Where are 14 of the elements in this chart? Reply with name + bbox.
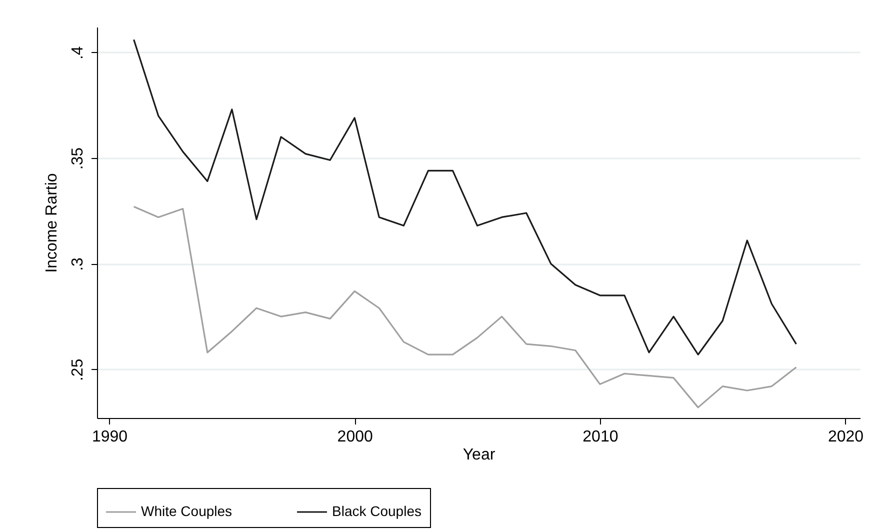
x-axis-title: Year bbox=[462, 446, 496, 464]
legend-label: Black Couples bbox=[332, 503, 422, 519]
y-tick-label: .35 bbox=[70, 147, 86, 170]
y-tick-label: .4 bbox=[70, 46, 86, 60]
y-tick-label: .3 bbox=[70, 257, 86, 271]
line-series bbox=[133, 206, 798, 408]
x-tick-label: 2020 bbox=[828, 428, 864, 446]
y-tick-label: .25 bbox=[70, 358, 86, 382]
legend-label: White Couples bbox=[141, 503, 232, 519]
line-series bbox=[133, 38, 798, 356]
y-axis-title: Income Rartio bbox=[44, 173, 60, 273]
x-tick-label: 2000 bbox=[337, 428, 374, 446]
x-tick-label: 1990 bbox=[92, 428, 128, 446]
x-tick-label: 2010 bbox=[582, 428, 618, 446]
